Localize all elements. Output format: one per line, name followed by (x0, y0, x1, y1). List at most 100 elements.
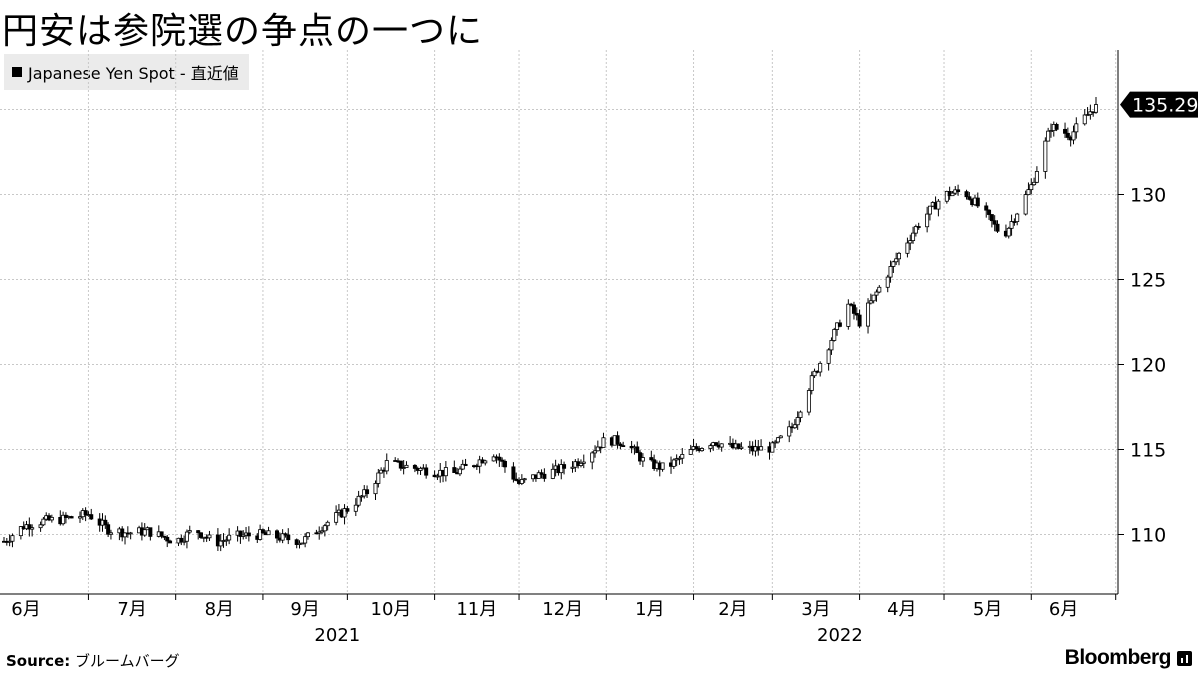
candle-body (719, 443, 724, 448)
candle-body (207, 534, 212, 539)
candle-body (373, 483, 378, 495)
candle-body (1034, 171, 1039, 183)
candle-body (159, 531, 164, 537)
x-month-label: 7月 (117, 599, 146, 620)
candle-body (345, 508, 350, 512)
candle-body (303, 536, 308, 544)
candle-body (103, 519, 108, 526)
last-value-callout (1120, 91, 1198, 118)
candle-body (435, 475, 440, 478)
candle-body (168, 540, 173, 544)
candle-body (911, 232, 916, 242)
candle-body (640, 457, 645, 462)
candle-body (10, 535, 15, 542)
candle-body (184, 531, 189, 542)
candle-body (1009, 221, 1014, 229)
candle-body (660, 462, 665, 470)
candle-body (913, 226, 918, 234)
candle-body (916, 226, 921, 228)
candle-body (987, 209, 992, 215)
candle-body (30, 527, 35, 530)
candle-body (1065, 132, 1070, 138)
candle-body (365, 489, 370, 495)
candle-body (578, 462, 583, 466)
candle-body (770, 442, 775, 453)
candle-body (218, 540, 223, 547)
legend-label: Japanese Yen Spot - 直近値 (28, 64, 239, 83)
candle-body (443, 467, 448, 477)
x-month-label: 4月 (887, 599, 916, 620)
x-month-label: 2月 (718, 599, 747, 620)
candle-body (418, 467, 423, 471)
y-tick-label: 115 (1130, 440, 1166, 462)
candle-body (412, 464, 417, 469)
candle-body (460, 463, 465, 470)
candle-body (539, 472, 544, 475)
candle-body (688, 449, 693, 455)
candle-body (519, 479, 524, 484)
candle-body (649, 457, 654, 461)
candle-body (1043, 140, 1048, 172)
source-text: ブルームバーグ (75, 652, 180, 670)
candle-body (570, 466, 575, 469)
candle-body (618, 443, 623, 447)
candle-body (61, 514, 66, 525)
candle-body (590, 452, 595, 463)
candle-body (162, 535, 167, 538)
candle-body (294, 539, 299, 545)
candle-body (798, 411, 803, 418)
candle-body (984, 205, 989, 211)
candle-body (376, 472, 381, 484)
candle-body (975, 197, 980, 207)
x-month-label: 5月 (973, 599, 1002, 620)
x-month-label: 11月 (456, 599, 497, 620)
candle-body (77, 516, 82, 519)
candle-body (736, 443, 741, 449)
x-month-label: 12月 (542, 599, 583, 620)
candle-body (581, 461, 586, 464)
candle-body (491, 456, 496, 462)
chart-title: 円安は参院選の争点の一つに (2, 11, 484, 52)
x-month-label: 1月 (635, 599, 664, 620)
candle-body (837, 322, 842, 327)
candle-body (452, 467, 457, 473)
candle-body (384, 460, 389, 472)
candle-body (246, 532, 251, 537)
candle-body (871, 294, 876, 302)
last-value-label: 135.29 (1132, 95, 1198, 117)
y-tick-label: 110 (1130, 525, 1166, 547)
bloomberg-logo: Bloomberg (1065, 646, 1192, 670)
candle-body (1046, 130, 1051, 142)
candle-body (106, 524, 111, 535)
candle-body (224, 539, 229, 542)
candle-body (1015, 213, 1020, 223)
candle-body (992, 220, 997, 225)
candle-body (778, 435, 783, 439)
candle-body (857, 314, 862, 327)
candle-body (1063, 128, 1068, 134)
candle-body (927, 205, 932, 215)
candle-body (514, 478, 519, 481)
candle-body (342, 508, 347, 518)
candle-body (483, 460, 488, 464)
x-year-label: 2021 (314, 625, 360, 646)
candle-body (773, 441, 778, 444)
candle-body (165, 536, 170, 542)
legend-swatch (12, 67, 22, 77)
candle-body (404, 464, 409, 468)
candle-body (868, 300, 873, 304)
x-month-label: 8月 (205, 599, 234, 620)
candle-body (759, 446, 764, 451)
candle-body (795, 417, 800, 426)
candle-body (320, 530, 325, 533)
candle-body (457, 468, 462, 475)
candle-body (497, 456, 502, 461)
candle-body (41, 518, 46, 526)
candle-body (325, 521, 330, 527)
candle-body (995, 223, 1000, 232)
candle-body (89, 514, 94, 520)
candle-body (69, 516, 74, 519)
candle-body (846, 303, 851, 327)
candle-body (266, 530, 271, 536)
